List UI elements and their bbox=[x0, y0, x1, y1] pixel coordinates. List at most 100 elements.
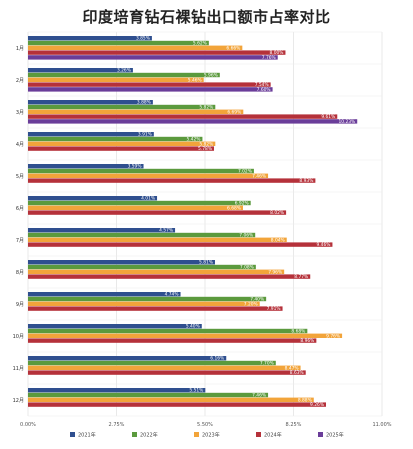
data-label: 9.26% bbox=[310, 402, 324, 408]
data-label: 7.06% bbox=[239, 233, 253, 239]
data-label: 6.66% bbox=[226, 45, 240, 51]
bar bbox=[28, 392, 269, 398]
bar bbox=[28, 237, 287, 242]
bar bbox=[28, 132, 154, 137]
x-tick-label: 0.00% bbox=[20, 422, 36, 428]
data-label: 6.68% bbox=[227, 205, 241, 211]
legend-label: 2025年 bbox=[326, 432, 344, 439]
bar bbox=[28, 146, 215, 151]
category-label: 2月 bbox=[16, 78, 24, 84]
data-label: 5.96% bbox=[204, 73, 218, 79]
data-label: 3.88% bbox=[137, 100, 151, 106]
data-label: 3.91% bbox=[138, 132, 152, 138]
x-tick-label: 5.50% bbox=[197, 422, 213, 428]
bar bbox=[28, 242, 333, 247]
data-label: 7.91% bbox=[267, 306, 281, 312]
data-label: 8.96% bbox=[300, 338, 314, 344]
bar bbox=[28, 68, 133, 73]
data-label: 7.46% bbox=[252, 173, 266, 179]
data-label: 5.82% bbox=[199, 141, 213, 147]
data-label: 7.08% bbox=[240, 265, 254, 271]
legend-swatch bbox=[132, 432, 137, 437]
category-label: 4月 bbox=[16, 142, 24, 148]
data-label: 6.69% bbox=[227, 109, 241, 115]
bar bbox=[28, 40, 209, 46]
bar bbox=[28, 109, 244, 114]
bar bbox=[28, 104, 216, 110]
data-label: 5.82% bbox=[199, 105, 213, 111]
bar bbox=[28, 328, 308, 334]
bar bbox=[28, 119, 358, 124]
data-label: 9.61% bbox=[321, 114, 335, 120]
category-label: 7月 bbox=[16, 238, 24, 244]
data-label: 9.46% bbox=[316, 242, 330, 248]
data-label: 5.78% bbox=[198, 146, 212, 152]
data-label: 8.02% bbox=[270, 210, 284, 216]
bar bbox=[28, 55, 278, 60]
category-label: 3月 bbox=[16, 110, 24, 116]
bar bbox=[28, 356, 227, 361]
bar bbox=[28, 324, 202, 329]
bar bbox=[28, 72, 220, 78]
legend-swatch bbox=[194, 432, 199, 437]
legend-label: 2024年 bbox=[264, 432, 282, 439]
bar bbox=[28, 168, 254, 174]
data-label: 4.74% bbox=[165, 292, 179, 298]
data-label: 10.23% bbox=[338, 119, 355, 125]
category-label: 8月 bbox=[16, 270, 24, 276]
data-label: 7.02% bbox=[238, 169, 252, 175]
data-label: 7.54% bbox=[255, 82, 269, 88]
bar bbox=[28, 269, 285, 274]
bar bbox=[28, 173, 269, 178]
bar bbox=[28, 365, 301, 370]
data-label: 6.16% bbox=[210, 356, 224, 362]
bar bbox=[28, 360, 276, 366]
data-label: 7.20% bbox=[244, 301, 258, 307]
bar bbox=[28, 232, 256, 238]
bar bbox=[28, 50, 286, 55]
bar bbox=[28, 338, 317, 343]
data-label: 3.85% bbox=[136, 36, 150, 42]
category-label: 6月 bbox=[16, 206, 24, 212]
bar bbox=[28, 82, 271, 87]
data-label: 5.40% bbox=[186, 324, 200, 330]
data-label: 5.42% bbox=[186, 137, 200, 143]
data-label: 8.88% bbox=[298, 397, 312, 403]
data-label: 3.59% bbox=[128, 164, 142, 170]
data-label: 7.40% bbox=[250, 297, 264, 303]
bar bbox=[28, 264, 256, 270]
data-label: 8.00% bbox=[270, 50, 284, 56]
legend-label: 2022年 bbox=[140, 432, 158, 439]
data-label: 8.63% bbox=[290, 370, 304, 376]
category-label: 5月 bbox=[16, 174, 24, 180]
category-label: 9月 bbox=[16, 302, 24, 308]
bar bbox=[28, 301, 260, 306]
category-label: 12月 bbox=[13, 398, 24, 404]
bar bbox=[28, 274, 311, 279]
bar bbox=[28, 292, 181, 297]
bar bbox=[28, 260, 215, 265]
data-label: 5.81% bbox=[199, 260, 213, 266]
bar bbox=[28, 333, 343, 338]
data-label: 7.96% bbox=[268, 269, 282, 275]
bar bbox=[28, 205, 243, 210]
data-label: 8.04% bbox=[271, 237, 285, 243]
category-label: 11月 bbox=[13, 366, 24, 372]
bar bbox=[28, 45, 243, 50]
data-label: 3.26% bbox=[117, 68, 131, 74]
legend-label: 2021年 bbox=[78, 432, 96, 439]
bar bbox=[28, 178, 316, 183]
data-label: 8.77% bbox=[294, 274, 308, 280]
x-tick-label: 2.75% bbox=[109, 422, 125, 428]
bar bbox=[28, 77, 204, 82]
bar bbox=[28, 210, 287, 215]
bar bbox=[28, 296, 267, 302]
data-label: 8.47% bbox=[285, 365, 299, 371]
category-label: 1月 bbox=[16, 46, 24, 52]
data-label: 8.68% bbox=[291, 329, 305, 335]
legend-swatch bbox=[318, 432, 323, 437]
bar bbox=[28, 141, 216, 146]
data-label: 4.01% bbox=[141, 196, 155, 202]
legend-swatch bbox=[70, 432, 75, 437]
